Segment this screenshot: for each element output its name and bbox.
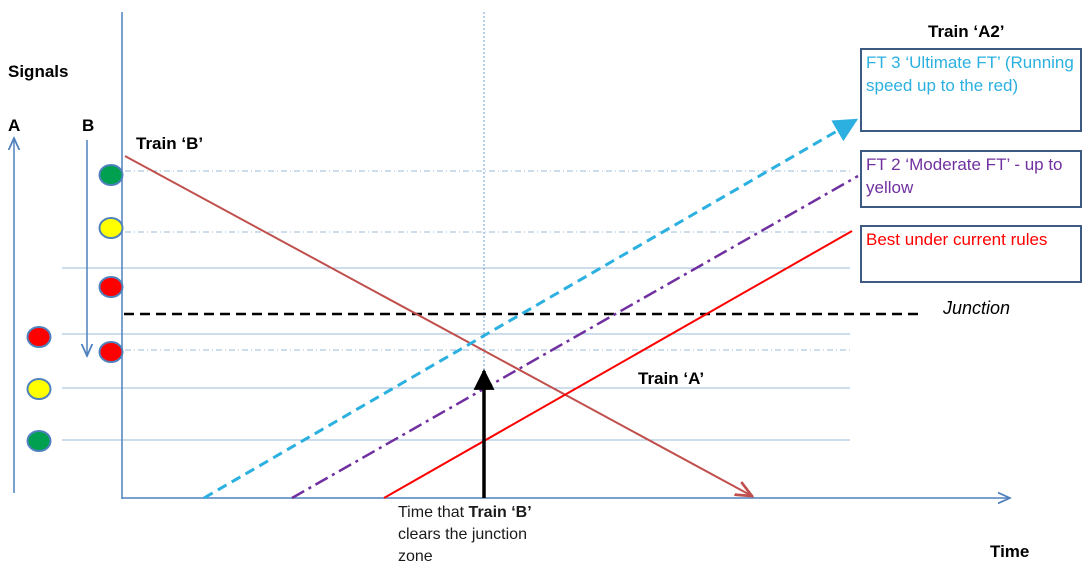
caption-line-2: clears the junction bbox=[398, 526, 527, 543]
best-legend-box: Best under current rules bbox=[860, 225, 1082, 283]
signal-a-label: A bbox=[8, 116, 21, 135]
ft3-legend-box: FT 3 ‘Ultimate FT’ (Running speed up to … bbox=[860, 48, 1082, 132]
train-b-path bbox=[124, 155, 752, 496]
guide-lines bbox=[62, 170, 850, 441]
ft2-path bbox=[291, 174, 859, 500]
train-a-label: Train ‘A’ bbox=[638, 369, 705, 388]
signal-b-green bbox=[98, 164, 124, 186]
signals-b-group bbox=[98, 164, 124, 363]
train-b-label: Train ‘B’ bbox=[136, 134, 204, 153]
signal-b-red-2 bbox=[98, 341, 124, 363]
best-current-path bbox=[383, 230, 853, 499]
signals-a-group bbox=[26, 326, 52, 452]
train-a2-label: Train ‘A2’ bbox=[928, 22, 1005, 41]
junction-label: Junction bbox=[943, 298, 1011, 318]
signal-b-yellow bbox=[98, 217, 124, 239]
caption-line-3: zone bbox=[398, 548, 433, 565]
signals-title: Signals bbox=[8, 62, 69, 81]
clearance-caption: Time that Train ‘B’ clears the junction … bbox=[398, 502, 532, 568]
signal-a-red bbox=[26, 326, 52, 348]
ft2-legend-box: FT 2 ‘Moderate FT’ - up to yellow bbox=[860, 150, 1082, 208]
signal-b-red bbox=[98, 276, 124, 298]
time-axis-label: Time bbox=[990, 542, 1030, 561]
caption-line-1: Time that Train ‘B’ bbox=[398, 504, 532, 521]
signal-a-yellow bbox=[26, 378, 52, 400]
signal-a-green bbox=[26, 430, 52, 452]
ft3-path bbox=[203, 118, 859, 500]
caption-train-b: Train ‘B’ bbox=[468, 504, 532, 521]
signal-b-label: B bbox=[82, 116, 95, 135]
